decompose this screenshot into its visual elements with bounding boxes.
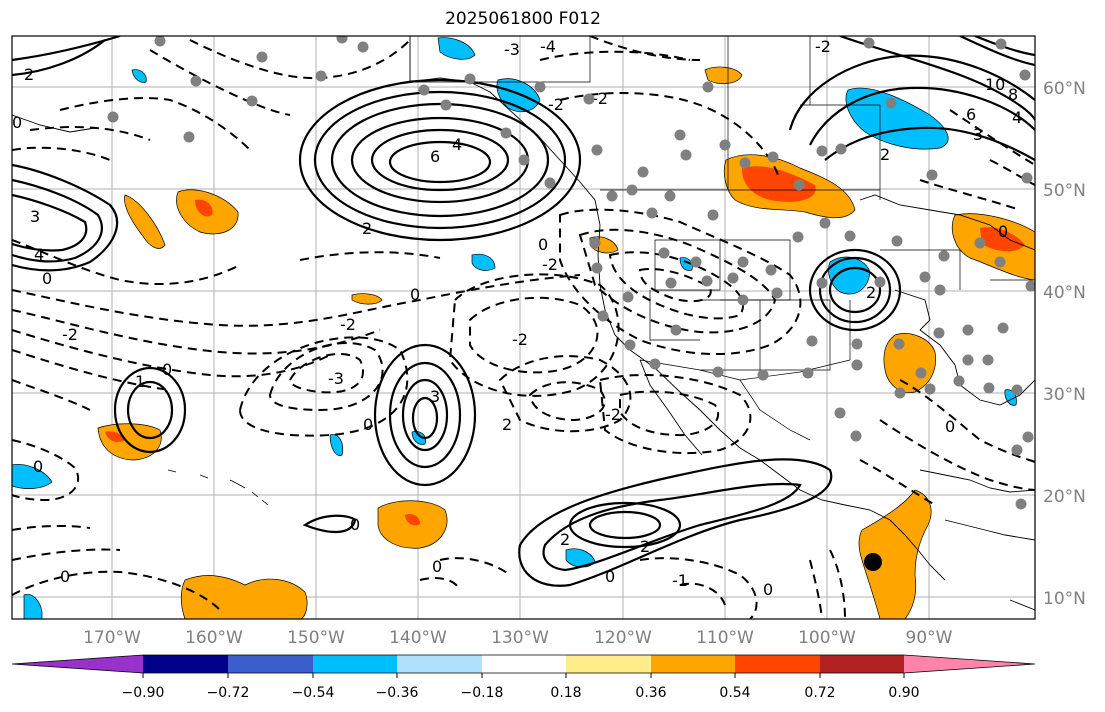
contour-label-neg1: -1 (672, 571, 688, 590)
contour-label-4b: 4 (1012, 108, 1022, 127)
highlight-marker (864, 553, 882, 571)
colorbar-tick-3: −0.36 (376, 685, 419, 701)
contour-label-2d: 2 (502, 415, 512, 434)
colorbar-tick-4: −0.18 (461, 685, 504, 701)
colorbar: −0.90 −0.72 −0.54 −0.36 −0.18 0.18 0.36 … (11, 654, 1036, 701)
contour-label-3c: 3 (30, 207, 40, 226)
colorbar-segment-8 (735, 655, 820, 673)
contour-label-4c: 4 (34, 245, 44, 264)
colorbar-segment-5 (482, 655, 566, 673)
colorbar-segment-6 (566, 655, 651, 673)
lat-label-50n: 50°N (1043, 181, 1086, 201)
contour-label-neg2g: -2 (592, 89, 608, 108)
colorbar-tick-1: −0.72 (207, 685, 250, 701)
lon-label-140w: 140°W (389, 628, 447, 648)
colorbar-segment-1 (143, 655, 228, 673)
contour-label-neg3: -3 (328, 369, 344, 388)
contour-label-0l: 0 (945, 417, 955, 436)
contour-label-6: 6 (430, 147, 440, 166)
contour-label-1: 1 (135, 372, 145, 391)
contour-label-0i: 0 (763, 580, 773, 599)
colorbar-segment-3 (313, 655, 397, 673)
lat-label-40n: 40°N (1043, 283, 1086, 303)
map-title: 2025061800 F012 (445, 9, 601, 29)
contour-label-neg3b: -3 (504, 40, 520, 59)
contour-label-10: 10 (985, 75, 1005, 94)
contour-label-0d: 0 (33, 457, 43, 476)
lon-label-110w: 110°W (696, 628, 754, 648)
contour-label-0f: 0 (350, 515, 360, 534)
map-content: 6 4 2 0 -2 -2 -3 3 0 0 1 0 0 0 0 2 2 0 -… (12, 36, 1035, 619)
lat-label-20n: 20°N (1043, 487, 1086, 507)
contour-label-6b: 6 (966, 105, 976, 124)
contour-label-neg2f: -2 (548, 95, 564, 114)
contour-label-0n: 0 (42, 269, 52, 288)
colorbar-tick-9: 0.90 (888, 685, 919, 701)
colorbar-segment-9 (820, 655, 904, 673)
contour-label-4: 4 (452, 135, 462, 154)
positive-fill-regions (97, 66, 1035, 619)
colorbar-tick-0: −0.90 (122, 685, 165, 701)
contour-label-3: 3 (430, 387, 440, 406)
contour-label-neg2e: -2 (542, 255, 558, 274)
lat-label-10n: 10°N (1043, 589, 1086, 609)
contour-labels: 6 4 2 0 -2 -2 -3 3 0 0 1 0 0 0 0 2 2 0 -… (12, 37, 1022, 599)
colorbar-tick-7: 0.54 (719, 685, 750, 701)
contour-label-0e: 0 (60, 567, 70, 586)
contour-label-0b: 0 (363, 415, 373, 434)
contour-label-0h: 0 (605, 567, 615, 586)
lon-label-150w: 150°W (287, 628, 345, 648)
contour-label-2c: 2 (640, 537, 650, 556)
colorbar-segment-4 (397, 655, 482, 673)
lon-label-130w: 130°W (491, 628, 549, 648)
positive-contours (12, 36, 1035, 587)
colorbar-tick-8: 0.72 (804, 685, 835, 701)
contour-label-0k: 0 (998, 222, 1008, 241)
lon-label-120w: 120°W (594, 628, 652, 648)
borders (410, 36, 1035, 441)
map-frame-border (11, 35, 1036, 620)
contour-label-2g: 2 (24, 65, 34, 84)
latitude-labels: 60°N 50°N 40°N 30°N 20°N 10°N (1043, 79, 1086, 609)
lon-label-160w: 160°W (185, 628, 243, 648)
coastlines (12, 36, 1035, 611)
contour-label-2: 2 (362, 219, 372, 238)
colorbar-tick-6: 0.36 (635, 685, 666, 701)
contour-label-8: 8 (1008, 85, 1018, 104)
lon-label-90w: 90°W (906, 628, 953, 648)
contour-label-neg2h: -2 (815, 37, 831, 56)
colorbar-tick-5: 0.18 (550, 685, 581, 701)
contour-label-0m: 0 (12, 113, 22, 132)
contour-label-neg2b: -2 (340, 315, 356, 334)
contour-label-0: 0 (410, 285, 420, 304)
colorbar-segment-7 (651, 655, 735, 673)
contour-label-neg2d: -2 (512, 330, 528, 349)
contour-label-neg4: -4 (540, 37, 556, 56)
contour-label-2f: 2 (866, 283, 876, 302)
contour-label-2e: 2 (880, 145, 890, 164)
contour-label-3b: 3 (973, 125, 983, 144)
map-frame-bg (12, 36, 1035, 619)
lat-label-30n: 30°N (1043, 385, 1086, 405)
longitude-labels: 170°W 160°W 150°W 140°W 130°W 120°W 110°… (83, 628, 953, 648)
station-markers (107, 36, 1035, 510)
colorbar-tick-2: −0.54 (292, 685, 335, 701)
colorbar-segment-2 (228, 655, 313, 673)
contour-label-neg2: -2 (62, 325, 78, 344)
contour-label-0j: 0 (538, 235, 548, 254)
colorbar-segment-10 (904, 655, 1035, 673)
islands (167, 469, 269, 506)
contour-label-neg2c: -2 (605, 405, 621, 424)
contour-label-0c: 0 (162, 360, 172, 379)
colorbar-segment-0 (12, 655, 143, 673)
contour-label-2b: 2 (560, 530, 570, 549)
lat-label-60n: 60°N (1043, 79, 1086, 99)
lon-label-170w: 170°W (83, 628, 141, 648)
lon-label-100w: 100°W (798, 628, 856, 648)
contour-label-0g: 0 (432, 557, 442, 576)
